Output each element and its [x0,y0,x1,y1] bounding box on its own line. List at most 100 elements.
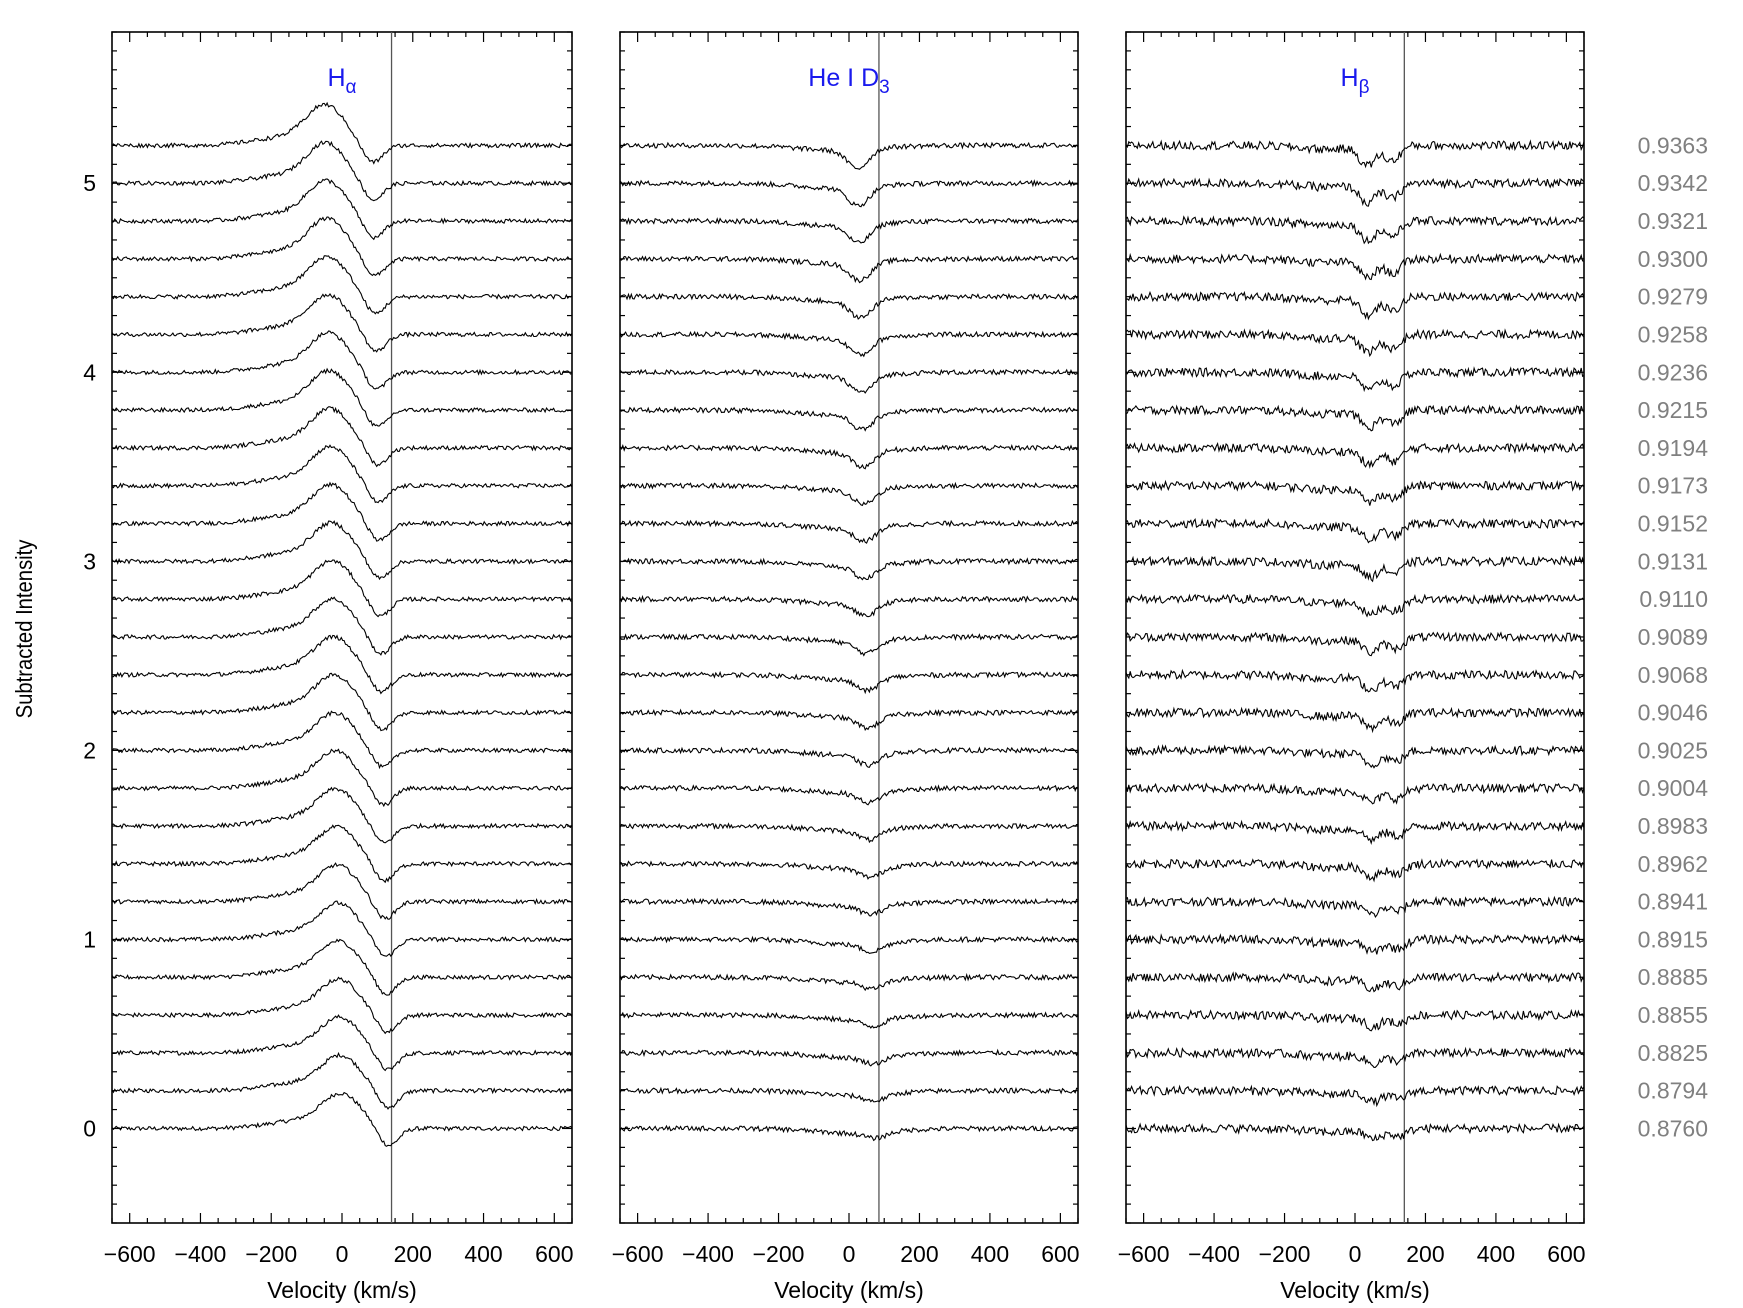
spectrum-trace [1125,328,1585,358]
phase-label: 0.9046 [1638,700,1708,726]
phase-label: 0.9089 [1638,624,1708,650]
y-tick-label: 1 [83,926,96,952]
phase-label: 0.9025 [1638,737,1708,763]
phase-label: 0.9236 [1638,359,1708,385]
panel-title: He I D3 [808,64,889,98]
y-tick-label: 2 [83,737,96,763]
phase-label: 0.9110 [1639,586,1708,612]
phase-label: 0.9004 [1638,775,1709,801]
spectrum-trace [1125,441,1585,469]
spectrum-trace [1125,1122,1585,1142]
x-axis-label: Velocity (km/s) [267,1277,417,1303]
phase-label: 0.9194 [1638,435,1709,461]
spectrum-trace [1125,139,1585,169]
y-tick-label: 4 [83,359,96,385]
spectrum-trace [619,1086,1079,1103]
x-axis-label: Velocity (km/s) [1280,1277,1430,1303]
x-tick-label: 200 [900,1241,938,1267]
phase-label: 0.9363 [1638,132,1708,158]
panel-2: −600 −400 −200 0 200 400 600 Velocity (km/s) He … [612,31,1080,1303]
spectrum-trace [1125,366,1585,393]
phase-label: 0.8885 [1638,964,1708,990]
x-axis-label: Velocity (km/s) [774,1277,924,1303]
spectrum-trace [1125,1046,1585,1068]
spectrum-trace [1125,782,1585,805]
spectrum-trace [111,710,573,770]
spectrum-trace [111,255,573,315]
phase-label: 0.8983 [1638,813,1708,839]
spectrum-trace [619,179,1079,208]
spectrum-trace [1125,252,1585,281]
panel-3: −600 −400 −200 0 200 400 600 Velocity (km/s) Hβ [1118,31,1586,1303]
spectrum-trace [111,862,573,920]
spectrum-trace [619,1124,1078,1142]
spectrum-trace [111,178,573,241]
y-tick-label: 5 [83,170,96,196]
spectrum-trace [619,557,1079,581]
x-tick-label: −400 [175,1241,227,1267]
x-tick-label: −600 [612,1241,664,1267]
x-tick-label: 600 [1547,1241,1585,1267]
spectrum-trace [111,786,573,844]
x-tick-label: 400 [971,1241,1009,1267]
y-tick-label: 0 [83,1115,96,1141]
spectrum-trace [619,217,1079,244]
spectrum-trace [1125,404,1585,432]
y-axis-label: Subtracted Intensity [11,539,38,718]
spectrum-trace [1125,933,1585,955]
spectrum-trace [619,594,1079,618]
spectrum-trace [111,101,573,165]
panel-frame [1125,31,1585,1224]
spectrum-trace [619,784,1079,806]
x-tick-label: 600 [1041,1241,1079,1267]
phase-label: 0.8962 [1638,851,1708,877]
spectrum-trace [619,708,1078,732]
phase-label: 0.9342 [1638,170,1708,196]
x-tick-label: −600 [1118,1241,1170,1267]
spectrum-trace [1125,177,1585,207]
spectrum-trace [111,330,573,390]
y-tick-label: 3 [83,548,96,574]
spectrum-trace [619,746,1079,768]
spectrum-trace [1125,290,1585,321]
spectrum-trace [619,481,1079,507]
spectrum-trace [1125,743,1585,769]
phase-label: 0.8855 [1638,1002,1708,1028]
panel-title: Hβ [1341,64,1370,98]
spectrum-trace [1125,479,1585,506]
phase-label: 0.9131 [1638,548,1708,574]
spectrum-trace [1125,215,1585,245]
spectrum-trace [619,1011,1079,1029]
spectrum-trace [619,406,1079,432]
spectrum-trace [111,216,573,277]
spectrum-trace [619,443,1079,470]
x-tick-label: −600 [104,1241,156,1267]
phase-label: 0.8941 [1638,889,1708,915]
x-tick-label: 200 [1406,1241,1444,1267]
spectrum-trace [1125,857,1585,883]
spectrum-trace [619,141,1079,170]
spectrum-trace [1125,895,1585,918]
x-tick-label: −200 [245,1241,297,1267]
phase-label: 0.8915 [1638,926,1708,952]
spectrum-trace [1125,593,1585,618]
x-tick-label: −400 [1188,1241,1240,1267]
spectrum-trace [111,1014,573,1072]
phase-label: 0.9300 [1638,246,1708,272]
spectrum-trace [111,406,573,468]
panel-frame [111,31,573,1224]
phase-label: 0.9258 [1638,321,1708,347]
spectrum-trace [619,860,1079,880]
spectrum-trace [619,897,1079,917]
spectrum-trace [1125,668,1585,693]
spectrum-trace [1125,1084,1585,1108]
x-tick-label: 0 [336,1241,349,1267]
spectrum-trace [111,1091,573,1147]
y-tick-labels: 0 1 2 3 4 5 [83,170,96,1141]
spectrum-trace [111,520,573,581]
phase-label: 0.9215 [1638,397,1708,423]
phase-label: 0.8794 [1638,1078,1709,1104]
spectrum-trace [111,748,573,808]
